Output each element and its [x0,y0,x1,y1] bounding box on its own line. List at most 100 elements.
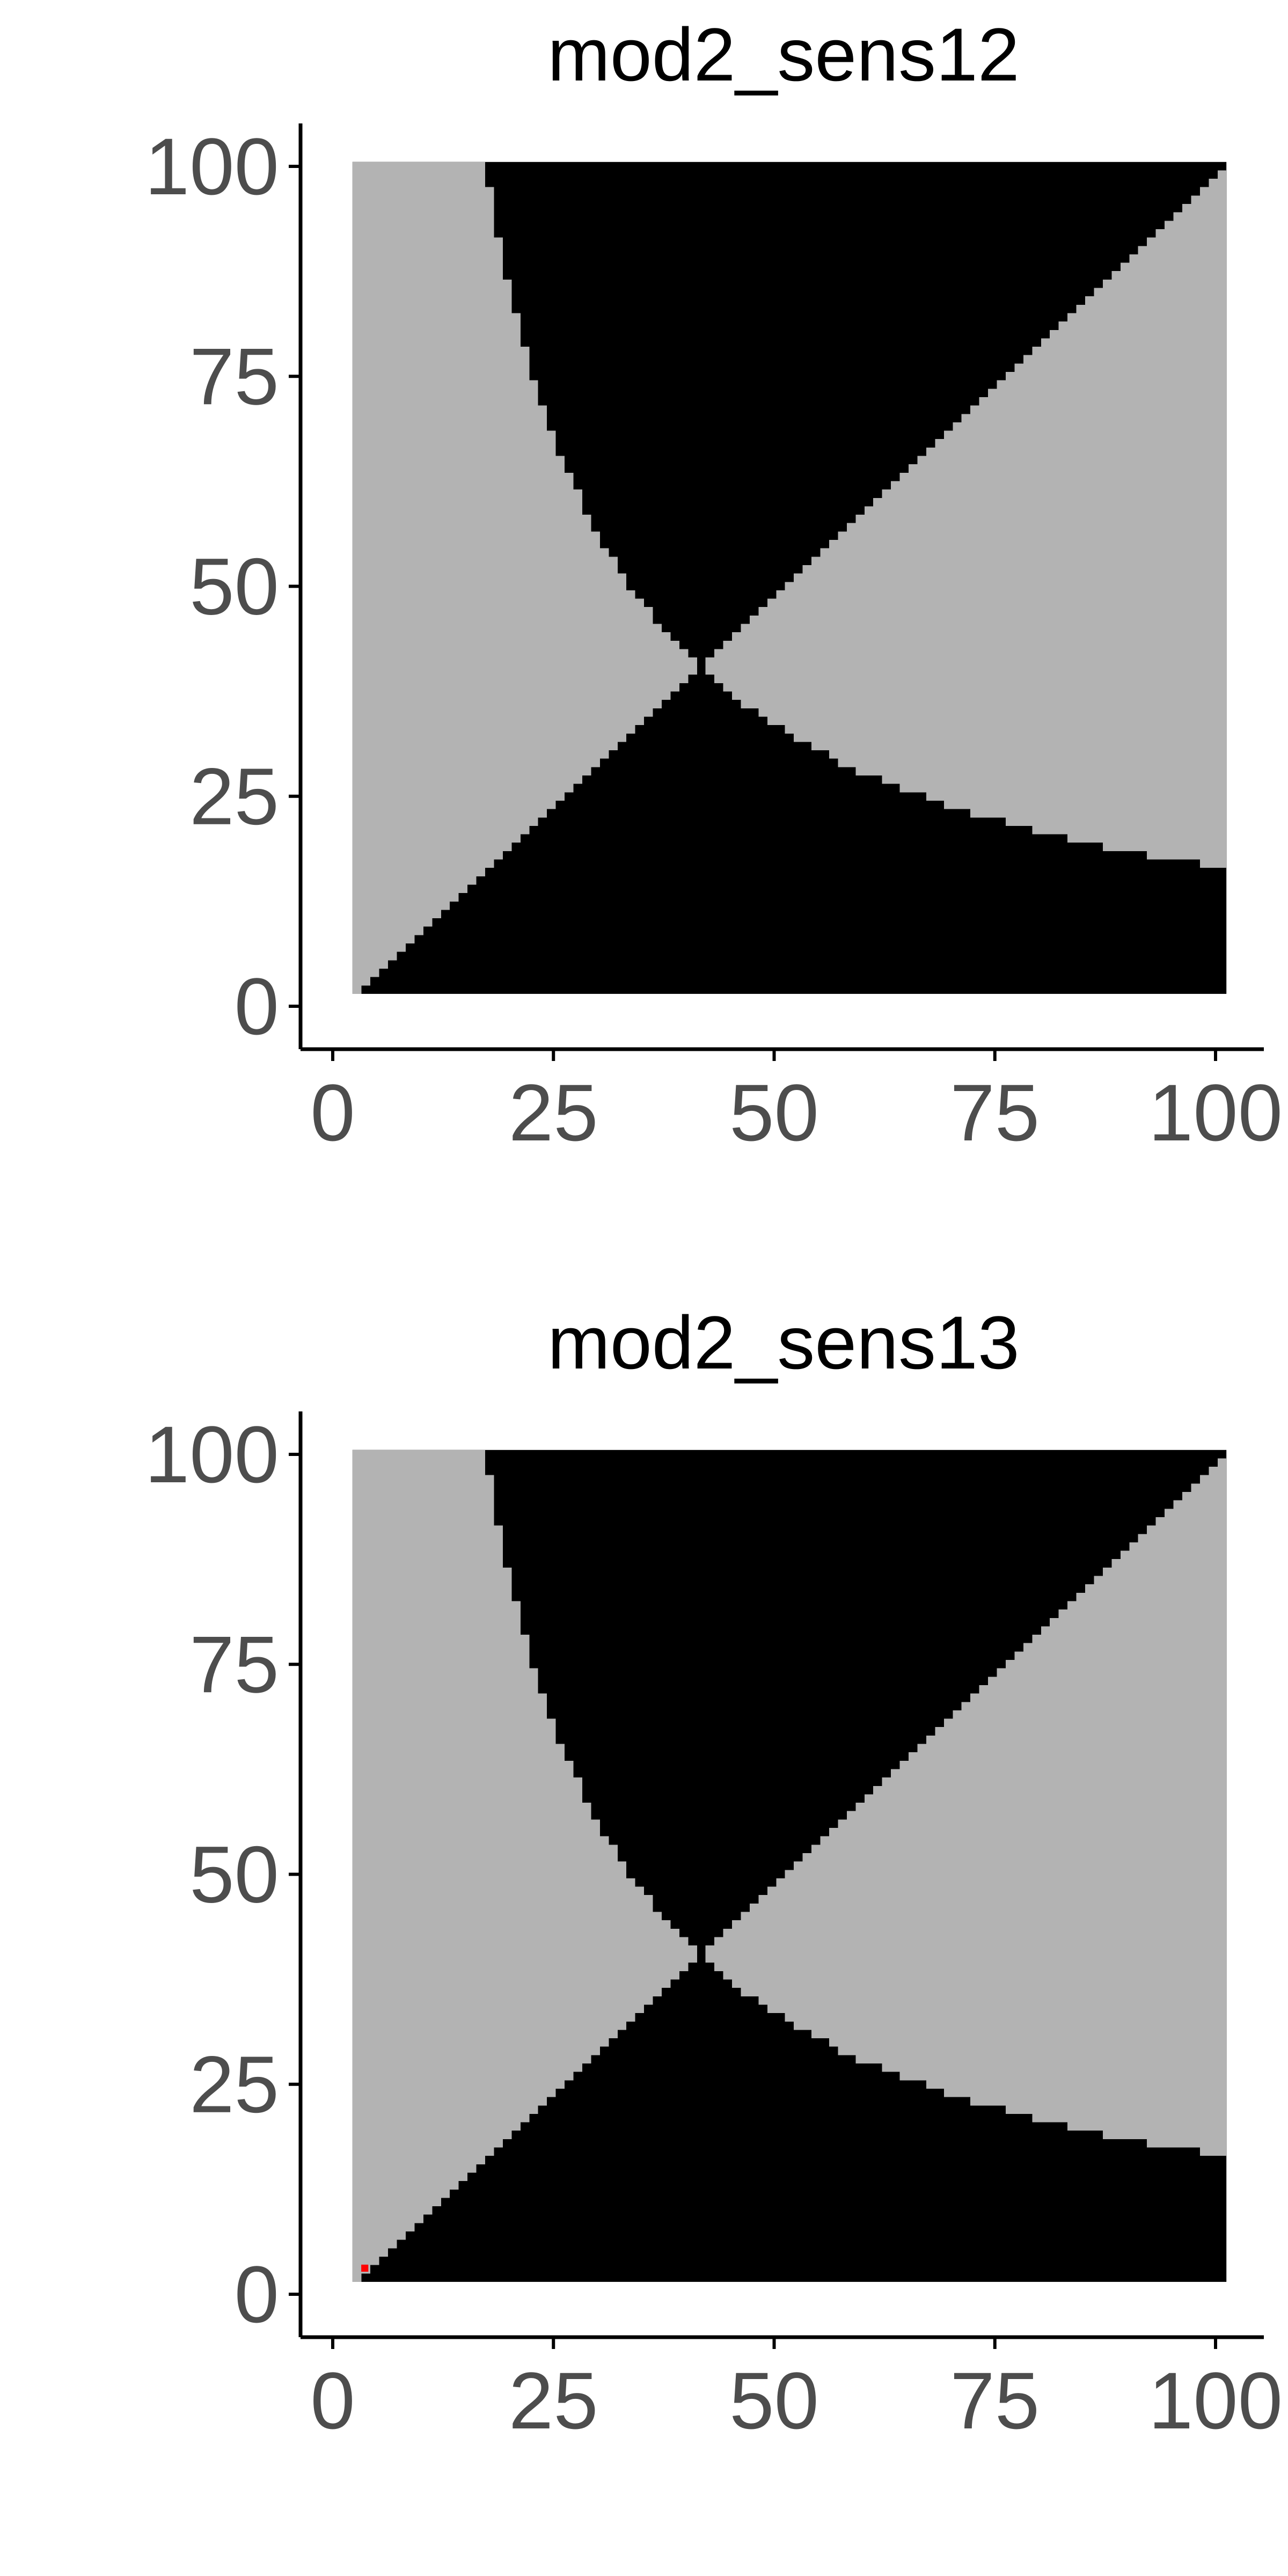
heatmap-cell-run [458,1450,468,2182]
heatmap-cell-run [361,1450,371,2274]
heatmap-cell-run [449,1450,459,2190]
heatmap-cell-run [387,1450,397,2249]
heatmap-cell-run [1217,170,1227,868]
heatmap-cell-run [970,1693,980,2106]
heatmap-cell-run [785,582,794,734]
heatmap-cell-run [917,456,927,793]
heatmap-cell-run [1182,204,1192,860]
heatmap-cell-run [485,187,494,868]
heatmap-cell-run [493,237,503,860]
heatmap-cell-run [979,1685,989,2106]
heatmap-cell-run [953,1710,962,2097]
heatmap-cell-run [829,1828,839,2047]
heatmap-cell-run [643,1895,653,2005]
heatmap-cell-run [493,1525,503,2148]
heatmap-cell-run [458,162,468,894]
heatmap-cell-run [599,1836,609,2047]
heatmap-cell-run [714,649,724,683]
heatmap-cell-run [1217,1458,1227,2156]
heatmap-cell-run [1155,229,1165,860]
heatmap-cell-run [661,1920,671,1988]
heatmap-cell-run [1076,304,1086,843]
heatmap-cell-run [423,1450,433,2215]
heatmap-cell-run [732,632,742,700]
heatmap-cell-run [785,1870,794,2022]
heatmap-cell-run [873,1785,883,2064]
heatmap-cell-run [909,464,918,793]
heatmap-highlight-cell [361,2264,369,2272]
heatmap-cell-run [529,380,538,826]
heatmap-cell-run [758,1895,768,2005]
heatmap-cell-run [475,1450,486,2164]
heatmap-cell-run [1032,1635,1042,2123]
heatmap-cell-run [608,557,618,751]
heatmap-cell-run [899,1760,909,2081]
heatmap-cell-run [846,523,856,767]
heatmap-cell-run [361,162,371,986]
heatmap-cell-run [1111,1559,1121,2139]
heatmap-cell-run [741,1912,750,1996]
heatmap-cell-run [538,1693,547,2106]
x-tick-label: 50 [729,2355,819,2446]
heatmap-cell-run [1182,1492,1192,2148]
heatmap-cell-run [838,1819,847,2055]
heatmap-cell-run [891,481,901,784]
heatmap-cell-run [1191,1483,1201,2148]
x-tick-label: 0 [310,1067,355,1158]
heatmap-cell-run [546,430,556,809]
heatmap-cell-run [617,573,627,742]
heatmap-cell-run [467,1450,477,2173]
heatmap-cell-run [502,1567,512,2139]
heatmap-cell-run [776,1878,786,2014]
panel-title: mod2_sens13 [547,1300,1020,1385]
heatmap-cell-run [661,632,671,700]
heatmap-cell-run [564,472,574,793]
heatmap-cell-run [1067,1601,1077,2131]
heatmap-cell-run [1050,1618,1059,2123]
heatmap-cell-run [1138,1534,1147,2139]
x-tick-label: 0 [310,2355,355,2446]
y-tick-label: 50 [189,541,279,632]
heatmap-cell-run [820,548,830,751]
heatmap-cell-run [1165,1509,1174,2148]
heatmap-cell-run [617,1861,627,2030]
heatmap-cell-run [626,590,635,734]
heatmap-cell-run [1111,271,1121,851]
panel-mod2-sens12: mod2_sens12 0 25 50 75 100 0 25 50 75 100 [145,12,1283,1158]
heatmap-cell-run [802,565,812,742]
heatmap-cell-run [555,456,565,801]
heatmap-cell-run [1165,221,1174,860]
heatmap-cell-run [555,1744,565,2089]
heatmap-cell-run [758,607,768,717]
heatmap-cell-run [573,1777,582,2072]
heatmap-cell-run [1199,187,1209,868]
heatmap-cell-run [917,1744,927,2081]
y-tick-label: 100 [145,1409,279,1499]
heatmap-cell-run [441,1450,450,2198]
y-tick-label: 25 [189,2039,279,2129]
heatmap-cell-run [794,1861,803,2030]
heatmap-cell-run [1058,1609,1068,2123]
heatmap-cell-run [855,1803,865,2064]
heatmap-cell-run [935,439,945,801]
y-tick-label: 0 [235,2249,279,2339]
heatmap-cell-run [1147,237,1157,860]
heatmap-cell-run [1085,1584,1095,2131]
heatmap-cell-run [405,162,415,944]
heatmap-cell-run [926,1735,935,2089]
heatmap-cell-run [988,389,998,818]
heatmap-cell-run [1120,262,1130,851]
x-tick-label: 100 [1148,1067,1283,1158]
heatmap-cell-run [1014,363,1024,826]
heatmap-cell-run [1076,1592,1086,2131]
heatmap-cell-run [414,162,423,935]
heatmap-cell-run [1041,338,1050,835]
heatmap-cell-run [405,1450,415,2232]
heatmap-cell-run [396,1450,406,2240]
heatmap-cell-run [449,162,459,902]
heatmap-cell-run [732,1920,742,1988]
heatmap-cell-run [608,1845,618,2039]
heatmap-cell-run [873,497,883,776]
heatmap-cell-run [414,1450,423,2223]
heatmap-cell-run [679,1937,689,1971]
